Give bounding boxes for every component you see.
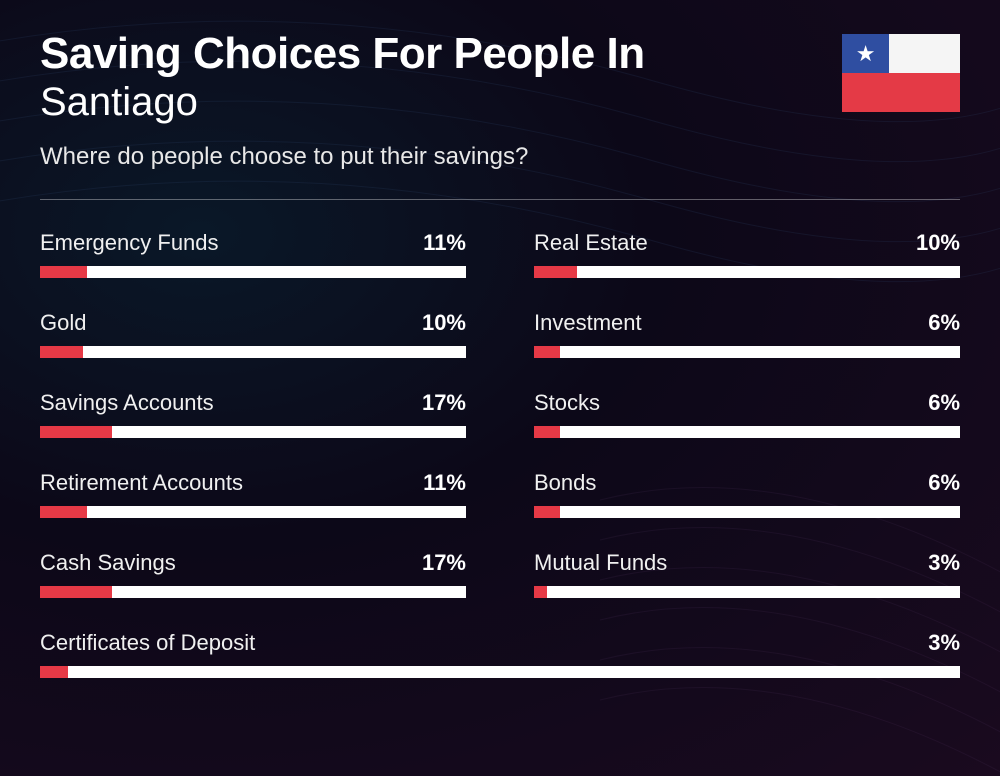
header: Saving Choices For People In Santiago Wh… <box>40 30 960 171</box>
chart-item-head: Retirement Accounts 11% <box>40 470 466 496</box>
chart-item: Stocks 6% <box>534 390 960 438</box>
chart-item-head: Emergency Funds 11% <box>40 230 466 256</box>
divider <box>40 199 960 200</box>
bar-fill <box>40 426 112 438</box>
bar-fill <box>40 506 87 518</box>
chart-item-value: 11% <box>423 470 466 496</box>
chart-item-value: 17% <box>422 550 466 576</box>
chart-item-label: Stocks <box>534 390 600 416</box>
flag-star-icon: ★ <box>856 41 876 67</box>
chart-item-label: Emergency Funds <box>40 230 219 256</box>
chart-item-label: Gold <box>40 310 86 336</box>
chart-item-head: Cash Savings 17% <box>40 550 466 576</box>
bar-fill <box>40 346 83 358</box>
chart-item-head: Gold 10% <box>40 310 466 336</box>
bar-fill <box>534 506 560 518</box>
chart-item-label: Savings Accounts <box>40 390 214 416</box>
chart-item: Retirement Accounts 11% <box>40 470 466 518</box>
chart-item: Real Estate 10% <box>534 230 960 278</box>
bar-track <box>40 666 960 678</box>
title-city: Santiago <box>40 80 960 125</box>
chart-item-label: Mutual Funds <box>534 550 667 576</box>
bar-fill <box>40 586 112 598</box>
bar-track <box>40 346 466 358</box>
bar-track <box>40 506 466 518</box>
chart-item-value: 17% <box>422 390 466 416</box>
bar-fill <box>534 346 560 358</box>
chart-item-value: 6% <box>928 310 960 336</box>
bar-fill <box>40 666 68 678</box>
bar-fill <box>40 266 87 278</box>
chart-item-value: 10% <box>422 310 466 336</box>
chart-item-head: Mutual Funds 3% <box>534 550 960 576</box>
chart-item-head: Savings Accounts 17% <box>40 390 466 416</box>
bar-track <box>534 506 960 518</box>
chart-item-label: Bonds <box>534 470 596 496</box>
chart-grid: Emergency Funds 11% Real Estate 10% Gold 10% I… <box>40 230 960 678</box>
chart-item-label: Certificates of Deposit <box>40 630 255 656</box>
chart-item: Emergency Funds 11% <box>40 230 466 278</box>
chart-item: Mutual Funds 3% <box>534 550 960 598</box>
bar-track <box>40 426 466 438</box>
chart-item-label: Real Estate <box>534 230 648 256</box>
chart-item: Savings Accounts 17% <box>40 390 466 438</box>
chart-item-head: Certificates of Deposit 3% <box>40 630 960 656</box>
flag-red-stripe <box>842 73 960 112</box>
chart-item: Cash Savings 17% <box>40 550 466 598</box>
chart-item-head: Real Estate 10% <box>534 230 960 256</box>
chart-item-value: 11% <box>423 230 466 256</box>
subtitle: Where do people choose to put their savi… <box>40 143 960 171</box>
chart-item: Certificates of Deposit 3% <box>40 630 960 678</box>
chart-item-label: Investment <box>534 310 642 336</box>
chart-item: Gold 10% <box>40 310 466 358</box>
flag-white-stripe <box>889 34 960 73</box>
chart-item-value: 3% <box>928 550 960 576</box>
title-main: Saving Choices For People In <box>40 30 960 78</box>
bar-fill <box>534 266 577 278</box>
chart-item-head: Investment 6% <box>534 310 960 336</box>
chart-item-head: Bonds 6% <box>534 470 960 496</box>
chart-item-value: 10% <box>916 230 960 256</box>
chart-item: Investment 6% <box>534 310 960 358</box>
bar-track <box>40 586 466 598</box>
chart-item-value: 6% <box>928 390 960 416</box>
chart-item-value: 6% <box>928 470 960 496</box>
bar-track <box>534 266 960 278</box>
chart-item-label: Cash Savings <box>40 550 176 576</box>
bar-track <box>40 266 466 278</box>
chart-item: Bonds 6% <box>534 470 960 518</box>
chile-flag: ★ <box>842 34 960 112</box>
bar-fill <box>534 586 547 598</box>
flag-canton: ★ <box>842 34 889 73</box>
chart-item-label: Retirement Accounts <box>40 470 243 496</box>
bar-track <box>534 586 960 598</box>
bar-track <box>534 346 960 358</box>
chart-item-head: Stocks 6% <box>534 390 960 416</box>
bar-track <box>534 426 960 438</box>
bar-fill <box>534 426 560 438</box>
chart-item-value: 3% <box>928 630 960 656</box>
